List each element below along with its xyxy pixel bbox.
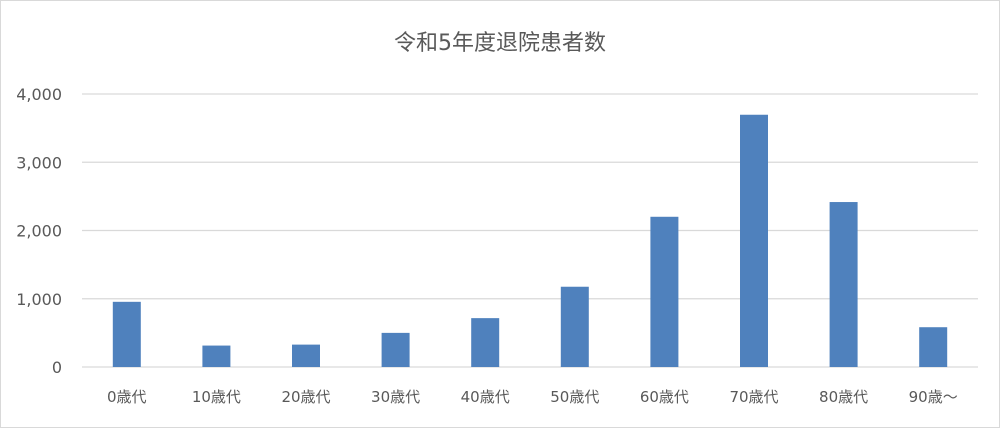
- bar-0歳代: [112, 301, 141, 367]
- x-tick-label: 60歳代: [640, 388, 689, 406]
- y-tick-label: 3,000: [16, 153, 62, 172]
- y-tick-label: 4,000: [16, 85, 62, 104]
- bar-30歳代: [381, 332, 410, 367]
- bar-80歳代: [829, 202, 858, 367]
- bar-40歳代: [471, 318, 500, 367]
- y-tick-label: 0: [52, 358, 62, 377]
- x-tick-label: 90歳～: [909, 388, 958, 406]
- x-tick-label: 30歳代: [371, 388, 420, 406]
- y-tick-label: 2,000: [16, 222, 62, 241]
- bar-10歳代: [202, 345, 231, 367]
- x-tick-label: 50歳代: [550, 388, 599, 406]
- x-tick-label: 70歳代: [729, 388, 778, 406]
- x-tick-label: 40歳代: [461, 388, 510, 406]
- bar-60歳代: [650, 216, 679, 367]
- bar-50歳代: [560, 286, 589, 367]
- bar-90歳～: [919, 327, 948, 367]
- bar-70歳代: [740, 114, 768, 367]
- chart-title: 令和5年度退院患者数: [394, 31, 606, 56]
- x-tick-label: 0歳代: [107, 388, 147, 406]
- x-tick-label: 20歳代: [281, 388, 330, 406]
- y-tick-label: 1,000: [16, 290, 62, 309]
- x-tick-label: 80歳代: [819, 388, 868, 406]
- x-tick-label: 10歳代: [192, 388, 241, 406]
- bar-20歳代: [292, 344, 320, 367]
